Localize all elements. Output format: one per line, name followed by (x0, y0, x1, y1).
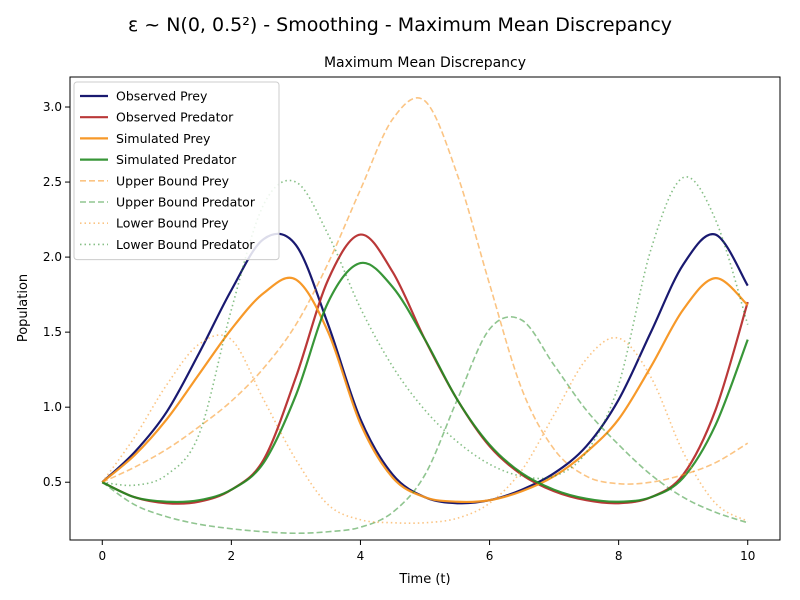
plot-series (101, 97, 749, 535)
series-line-2 (101, 276, 749, 504)
chart-suptitle: ε ~ N(0, 0.5²) - Smoothing - Maximum Mea… (128, 14, 672, 36)
legend-label-4: Upper Bound Prey (116, 173, 230, 188)
x-tick-label-5: 10 (740, 549, 755, 563)
x-tick-label-1: 2 (228, 549, 236, 563)
chart-title: Maximum Mean Discrepancy (324, 55, 526, 71)
y-tick-label-2: 1.5 (43, 325, 62, 339)
x-axis-label: Time (t) (398, 572, 450, 587)
x-tick-label-2: 4 (357, 549, 365, 563)
y-axis: 0.5 1.0 1.5 2.0 2.5 3.0 (43, 100, 70, 489)
x-tick-label-4: 8 (615, 549, 623, 563)
legend-label-5: Upper Bound Predator (116, 195, 256, 210)
legend-label-7: Lower Bound Predator (116, 237, 255, 252)
x-axis: 0 2 4 6 8 10 (98, 540, 755, 563)
series-line-3 (101, 261, 749, 504)
y-axis-label: Population (16, 274, 31, 342)
legend-label-3: Simulated Predator (116, 152, 237, 167)
legend: Observed Prey Observed Predator Simulated … (73, 81, 280, 261)
y-tick-label-0: 0.5 (43, 475, 62, 489)
series-line-1 (101, 233, 749, 505)
legend-label-2: Simulated Prey (116, 131, 211, 146)
legend-label-6: Lower Bound Prey (116, 216, 229, 231)
legend-box (73, 81, 280, 261)
series-line-7 (102, 176, 749, 487)
legend-label-0: Observed Prey (116, 89, 208, 104)
plot-frame (69, 76, 781, 541)
y-tick-label-3: 2.0 (43, 250, 62, 264)
x-tick-label-3: 6 (486, 549, 494, 563)
series-line-6 (101, 334, 749, 525)
series-line-5 (101, 316, 748, 535)
y-tick-label-1: 1.0 (43, 400, 62, 414)
y-tick-label-5: 3.0 (43, 100, 62, 114)
legend-label-1: Observed Predator (116, 110, 234, 125)
y-tick-label-4: 2.5 (43, 175, 62, 189)
series-line-4 (101, 97, 749, 485)
x-tick-label-0: 0 (98, 549, 106, 563)
